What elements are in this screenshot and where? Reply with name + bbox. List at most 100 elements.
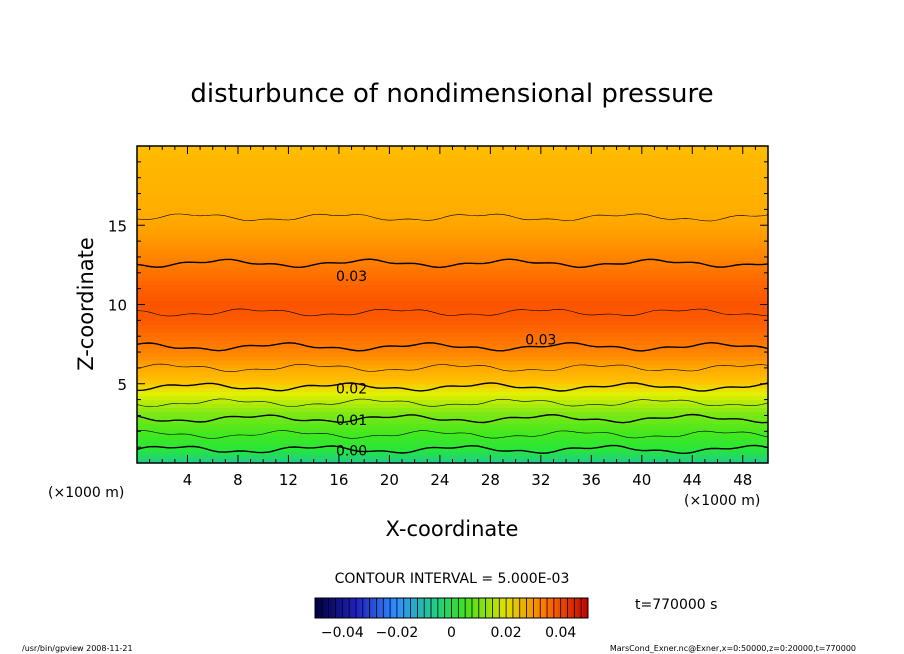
color-band <box>137 256 768 262</box>
color-band <box>137 395 768 401</box>
contour-line <box>137 382 768 392</box>
color-band <box>137 327 768 333</box>
x-tick-label: 12 <box>279 471 298 489</box>
color-band <box>137 323 768 329</box>
contour-line <box>137 213 768 222</box>
x-tick-label: 28 <box>481 471 500 489</box>
color-band <box>137 232 768 238</box>
y-tick-label: 10 <box>108 297 127 315</box>
color-band <box>137 268 768 274</box>
color-band <box>137 422 768 428</box>
color-band <box>137 264 768 270</box>
color-band <box>137 335 768 341</box>
color-band <box>137 204 768 210</box>
contour-label: 0.02 <box>336 382 367 398</box>
y-axis-label: Z-coordinate <box>74 237 98 371</box>
color-band <box>137 434 768 440</box>
color-band <box>137 173 768 179</box>
color-band <box>137 399 768 405</box>
y-tick-label: 15 <box>108 217 127 235</box>
color-band <box>137 407 768 412</box>
color-band <box>137 236 768 242</box>
color-band <box>137 288 768 294</box>
y-axis-ticks: 5 10 15 <box>108 161 768 448</box>
colorbar-tick-label: 0 <box>447 625 456 641</box>
color-band <box>137 252 768 258</box>
color-band <box>137 169 768 175</box>
color-band <box>137 208 768 214</box>
x-axis-label: X-coordinate <box>386 517 519 541</box>
contour-line <box>137 363 768 373</box>
colorbar-ticks: −0.04 −0.02 0 0.02 0.04 <box>321 625 577 641</box>
plot-area <box>137 146 768 463</box>
footer-right: MarsCond_Exner.nc@Exner,x=0:50000,z=0:20… <box>610 644 856 653</box>
color-band <box>137 272 768 278</box>
contour-label: 0.01 <box>336 413 367 429</box>
contour-lines <box>137 213 768 455</box>
color-band <box>137 284 768 290</box>
color-band <box>137 165 768 171</box>
color-band <box>137 240 768 246</box>
color-band <box>137 446 768 452</box>
contour-label: 0.03 <box>336 269 367 285</box>
color-band <box>137 403 768 409</box>
color-band <box>137 228 768 234</box>
color-band <box>137 296 768 302</box>
colorbar-tick-label: −0.04 <box>321 625 364 641</box>
color-band <box>137 331 768 337</box>
color-band <box>137 442 768 448</box>
color-band <box>137 359 768 365</box>
contour-line <box>137 308 768 317</box>
y-tick-label: 5 <box>117 376 127 394</box>
color-band <box>137 307 768 313</box>
x-tick-label: 8 <box>233 471 243 489</box>
color-band <box>137 355 768 361</box>
color-band <box>137 197 768 202</box>
color-band <box>137 193 768 199</box>
color-band <box>137 351 768 357</box>
color-band <box>137 304 768 309</box>
x-unit-left: (×1000 m) <box>48 485 124 501</box>
x-tick-label: 36 <box>582 471 601 489</box>
contour-label: 0.03 <box>525 332 556 348</box>
color-band <box>137 216 768 222</box>
color-band <box>137 157 768 163</box>
x-tick-label: 24 <box>430 471 449 489</box>
colorbar-tick-label: 0.02 <box>491 625 522 641</box>
color-band <box>137 367 768 373</box>
color-band <box>137 189 768 195</box>
color-band <box>137 426 768 432</box>
color-band <box>137 200 768 206</box>
color-band <box>137 438 768 444</box>
color-band <box>137 177 768 183</box>
color-band <box>137 311 768 317</box>
color-band <box>137 347 768 353</box>
color-band <box>137 315 768 321</box>
color-band <box>137 149 768 155</box>
x-tick-label: 32 <box>531 471 550 489</box>
color-band <box>137 185 768 191</box>
colorbar-tick-label: −0.02 <box>375 625 418 641</box>
color-band <box>137 280 768 286</box>
color-band <box>137 379 768 385</box>
colorbar-stripes <box>321 598 582 618</box>
color-band <box>137 363 768 369</box>
color-band <box>137 276 768 282</box>
contour-line <box>137 413 768 424</box>
color-bands <box>137 146 768 463</box>
color-band <box>137 153 768 159</box>
x-tick-label: 4 <box>183 471 193 489</box>
contour-line <box>137 258 768 269</box>
x-tick-label: 16 <box>329 471 348 489</box>
x-tick-label: 44 <box>683 471 702 489</box>
color-band <box>137 410 768 416</box>
contour-line <box>137 398 768 408</box>
color-band <box>137 339 768 345</box>
time-label: t=770000 s <box>635 597 717 613</box>
contour-line <box>137 341 768 352</box>
contour-label: 0.00 <box>336 443 367 459</box>
x-tick-label: 20 <box>380 471 399 489</box>
x-unit-right: (×1000 m) <box>684 493 760 509</box>
color-band <box>137 375 768 381</box>
